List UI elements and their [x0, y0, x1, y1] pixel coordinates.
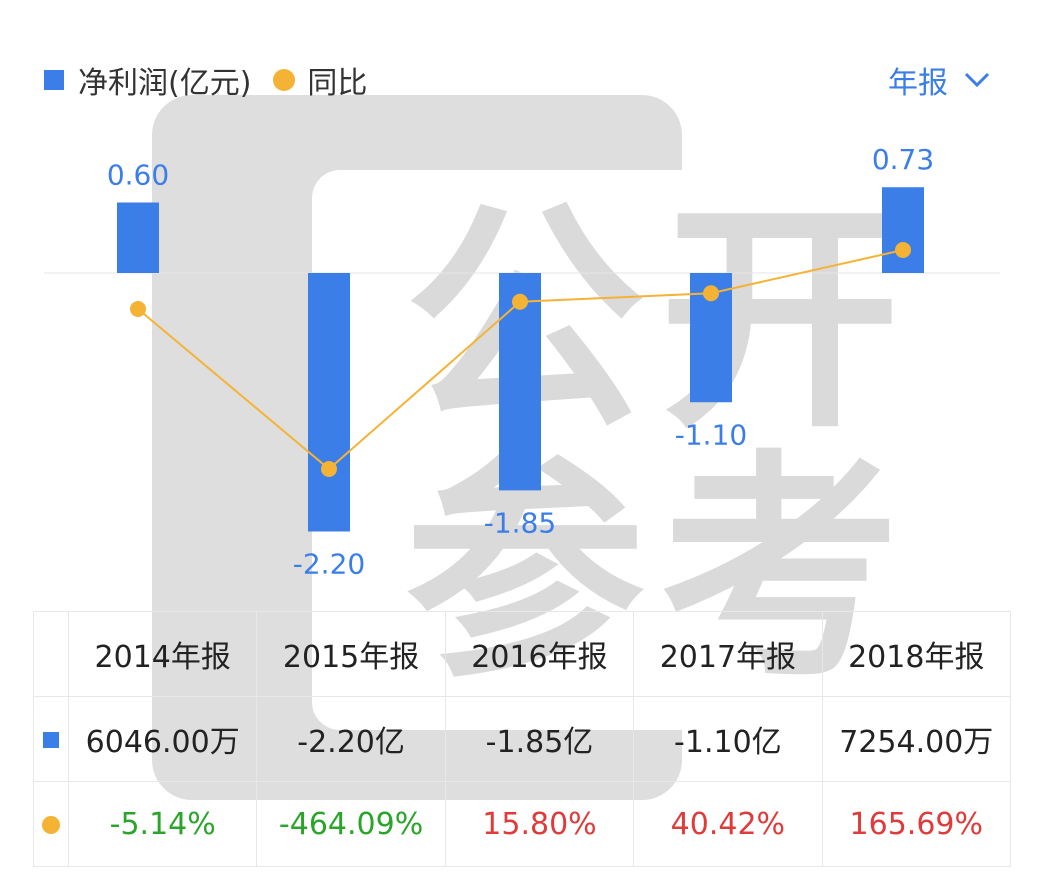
chart: 0.60 -2.20 -1.85 -1.10 0.73: [44, 143, 1000, 581]
profit-cell: -1.10亿: [633, 696, 823, 782]
bar-value-label: 0.60: [107, 159, 169, 192]
yoy-point: [895, 242, 911, 258]
yoy-cell: -464.09%: [256, 781, 446, 867]
bar: [882, 187, 924, 273]
period-label: 年报: [888, 66, 948, 101]
period-selector[interactable]: 年报: [888, 58, 990, 102]
profit-cell: 7254.00万: [821, 696, 1012, 782]
bar-value-label: -1.10: [675, 418, 747, 451]
header-cell: 2017年报: [633, 611, 823, 697]
bar: [117, 202, 159, 273]
yoy-point: [703, 285, 719, 302]
yoy-cell: 15.80%: [444, 781, 635, 867]
data-table: 2014年报 2015年报 2016年报 2017年报 2018年报 6046.…: [33, 611, 1012, 867]
table-key-cell: [33, 611, 69, 697]
table-key-cell: [33, 781, 69, 867]
profit-cell: 6046.00万: [67, 696, 258, 782]
yoy-point: [130, 301, 146, 317]
table-row-profit: 6046.00万 -2.20亿 -1.85亿 -1.10亿 7254.00万: [33, 696, 1012, 782]
yoy-cell: 165.69%: [821, 781, 1012, 867]
bar: [308, 273, 350, 532]
yoy-point: [321, 461, 337, 477]
profit-cell: -1.85亿: [444, 696, 635, 782]
bar-value-label: -1.85: [484, 506, 556, 539]
dot-icon: [42, 816, 60, 834]
chevron-down-icon: [964, 72, 990, 88]
table-row-yoy: -5.14% -464.09% 15.80% 40.42% 165.69%: [33, 781, 1012, 867]
legend-line-label: 同比: [307, 66, 368, 101]
header-cell: 2015年报: [256, 611, 446, 697]
square-icon: [43, 732, 59, 748]
table-key-cell: [33, 696, 69, 782]
yoy-cell: -5.14%: [67, 781, 258, 867]
bar-value-label: 0.73: [872, 143, 934, 176]
header-cell: 2016年报: [444, 611, 635, 697]
yoy-point: [512, 293, 528, 310]
chart-legend: 净利润(亿元) 同比: [44, 60, 368, 101]
square-icon: [44, 70, 64, 90]
dot-icon: [273, 69, 296, 91]
bar-value-label: -2.20: [293, 548, 365, 581]
header-cell: 2014年报: [67, 611, 258, 697]
yoy-cell: 40.42%: [633, 781, 823, 867]
table-header-row: 2014年报 2015年报 2016年报 2017年报 2018年报: [33, 611, 1012, 697]
profit-cell: -2.20亿: [256, 696, 446, 782]
legend-bar-label: 净利润(亿元): [78, 66, 252, 101]
header-cell: 2018年报: [821, 611, 1012, 697]
